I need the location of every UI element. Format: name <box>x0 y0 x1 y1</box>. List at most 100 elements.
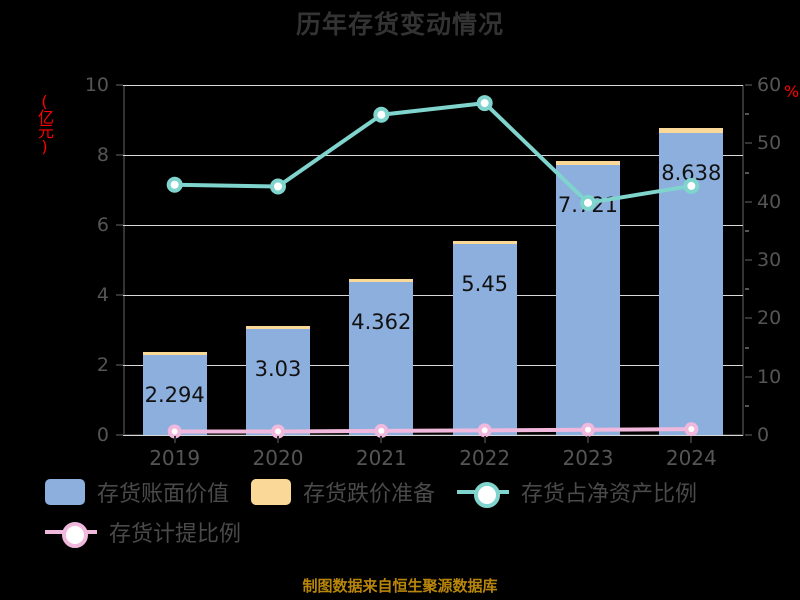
right-tick-label: 20 <box>757 307 782 330</box>
chart-title: 历年存货变动情况 <box>295 10 504 39</box>
x-tick-label: 2021 <box>355 446 407 470</box>
bar-impairment-provision[interactable] <box>245 325 311 329</box>
gridline <box>123 85 743 86</box>
left-tick-label: 8 <box>96 144 109 166</box>
provision-ratio-marker[interactable] <box>581 422 595 437</box>
left-tick-label: 0 <box>96 424 109 446</box>
left-tick-mark <box>116 364 123 366</box>
provision-ratio-marker[interactable] <box>374 423 389 438</box>
right-tick-mark <box>745 434 752 436</box>
provision-ratio-line <box>172 427 694 434</box>
bar-book-value[interactable] <box>142 354 207 435</box>
bar-impairment-provision[interactable] <box>555 160 621 165</box>
bar-value-label: 4.362 <box>351 310 412 335</box>
left-tick-mark <box>116 84 123 86</box>
left-tick-mark <box>116 224 123 226</box>
right-tick-label: 50 <box>757 132 782 155</box>
bar-impairment-provision[interactable] <box>659 128 724 133</box>
left-axis-unit-label: (亿元) <box>35 92 54 154</box>
bar-impairment-provision[interactable] <box>142 351 207 355</box>
legend-item[interactable]: 存货跌价准备 <box>251 476 435 508</box>
left-tick-mark <box>116 154 123 156</box>
left-tick-mark <box>116 434 123 436</box>
x-tick-label: 2019 <box>149 446 201 470</box>
bar-impairment-provision[interactable] <box>349 279 414 283</box>
left-tick-label: 6 <box>96 214 109 236</box>
net-asset-ratio-marker[interactable] <box>580 194 596 211</box>
provision-ratio-marker[interactable] <box>167 424 182 439</box>
x-tick-mark <box>380 436 383 443</box>
series-overlay <box>166 95 700 439</box>
right-tick-mark <box>745 317 752 320</box>
provision-ratio-marker[interactable] <box>477 423 492 438</box>
bar-book-value[interactable] <box>452 244 517 435</box>
legend-item[interactable]: 存货账面价值 <box>45 476 229 508</box>
bar-book-value[interactable] <box>349 282 414 435</box>
x-tick-mark <box>277 436 279 443</box>
bar-value-label: 3.03 <box>254 356 302 381</box>
gridline <box>123 155 743 156</box>
bar-value-label: 5.45 <box>461 272 509 297</box>
gridline <box>123 365 743 366</box>
right-tick-label: 10 <box>757 365 782 388</box>
bar-value-label: 2.294 <box>144 382 205 407</box>
right-minor-tick-mark <box>745 113 749 116</box>
x-tick-mark <box>587 436 589 443</box>
right-tick-mark <box>745 200 752 203</box>
left-tick-label: 4 <box>96 284 109 306</box>
plot-area: 108642060504030201002.2943.034.3625.457.… <box>85 74 781 446</box>
x-tick-label: 2024 <box>665 446 717 470</box>
net-asset-ratio-marker[interactable] <box>373 106 390 123</box>
legend-label: 存货占净资产比例 <box>521 482 698 507</box>
legend-label: 存货账面价值 <box>97 482 230 507</box>
gridline <box>123 295 743 296</box>
right-minor-tick-mark <box>745 171 749 174</box>
left-tick-label: 2 <box>96 354 109 376</box>
x-tick-mark <box>483 436 486 443</box>
legend-label: 存货计提比例 <box>109 522 242 547</box>
legend-line-marker-icon <box>457 479 510 508</box>
left-tick-mark <box>116 294 123 296</box>
right-minor-tick-mark <box>745 346 749 349</box>
bar-impairment-provision[interactable] <box>452 241 517 245</box>
x-tick-label: 2022 <box>459 446 511 470</box>
net-asset-ratio-marker[interactable] <box>166 176 183 193</box>
right-tick-mark <box>745 142 752 145</box>
legend-row-primary: 存货账面价值 存货跌价准备 存货占净资产比例 <box>0 472 800 512</box>
right-axis-unit-label: % <box>784 82 800 101</box>
gridline <box>123 225 743 226</box>
right-axis-line <box>742 85 744 436</box>
x-tick-mark <box>690 436 693 443</box>
legend-line-marker-icon <box>45 519 97 548</box>
net-asset-ratio-marker[interactable] <box>476 95 493 112</box>
legend-swatch-icon <box>45 479 85 505</box>
x-tick-label: 2020 <box>252 446 304 470</box>
bar-book-value[interactable] <box>245 328 311 435</box>
net-asset-ratio-marker[interactable] <box>270 178 286 195</box>
net-asset-ratio-marker[interactable] <box>683 177 700 194</box>
left-axis-line <box>123 85 125 436</box>
legend-label: 存货跌价准备 <box>303 482 436 507</box>
legend-swatch-icon <box>251 479 292 505</box>
provision-ratio-marker[interactable] <box>271 424 285 439</box>
right-tick-label: 0 <box>757 424 770 446</box>
legend-line-dot <box>62 522 88 548</box>
right-tick-mark <box>745 84 752 86</box>
gridline <box>123 435 743 436</box>
right-tick-label: 40 <box>757 190 782 213</box>
right-minor-tick-mark <box>745 288 749 291</box>
right-tick-label: 60 <box>757 74 782 96</box>
legend-item[interactable]: 存货计提比例 <box>45 516 241 548</box>
right-tick-mark <box>745 375 752 378</box>
provision-ratio-marker[interactable] <box>684 422 699 437</box>
left-tick-label: 10 <box>84 74 109 96</box>
legend-line-dot <box>474 482 501 508</box>
footer-source-note: 制图数据来自恒生聚源数据库 <box>302 577 498 595</box>
legend-row-secondary: 存货计提比例 <box>0 512 800 552</box>
right-tick-mark <box>745 259 752 261</box>
x-tick-mark <box>173 436 176 443</box>
legend-item[interactable]: 存货占净资产比例 <box>457 476 697 508</box>
right-minor-tick-mark <box>745 404 749 407</box>
right-tick-label: 30 <box>757 249 782 271</box>
